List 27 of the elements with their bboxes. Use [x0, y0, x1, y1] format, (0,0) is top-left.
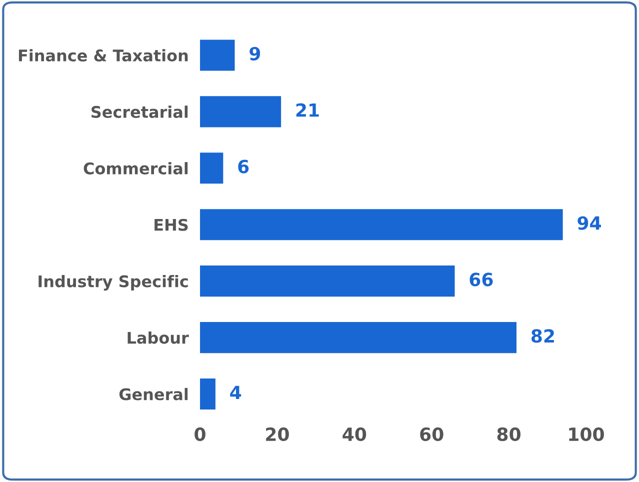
data-label: 94 [578, 216, 601, 230]
y-tick-label: General [119, 388, 188, 400]
x-tick-label: 20 [266, 427, 289, 442]
bar [200, 209, 563, 240]
data-label: 4 [230, 386, 242, 399]
y-tick-label: Industry Specific [38, 275, 188, 291]
y-tick-label: Labour [128, 331, 189, 344]
x-tick-label: 40 [342, 427, 366, 442]
bar [200, 96, 282, 128]
y-tick-label: Secretarial [92, 106, 188, 118]
data-label: 9 [250, 46, 260, 60]
data-label: 82 [531, 329, 554, 343]
x-tick-label: 0 [194, 427, 206, 442]
x-tick-label: 80 [497, 427, 520, 442]
bar [200, 266, 455, 297]
y-tick-label: Finance & Taxation [18, 49, 188, 62]
y-tick-label: Commercial [84, 162, 188, 174]
bar [200, 40, 235, 71]
data-label: 21 [296, 103, 319, 117]
data-label: 66 [470, 272, 493, 286]
x-tick-label: 60 [420, 427, 444, 442]
y-tick-label: EHS [154, 218, 188, 231]
bar [200, 378, 216, 410]
bar [200, 152, 224, 184]
bar [200, 322, 516, 354]
x-tick-label: 100 [569, 427, 604, 442]
data-label: 6 [238, 160, 249, 174]
